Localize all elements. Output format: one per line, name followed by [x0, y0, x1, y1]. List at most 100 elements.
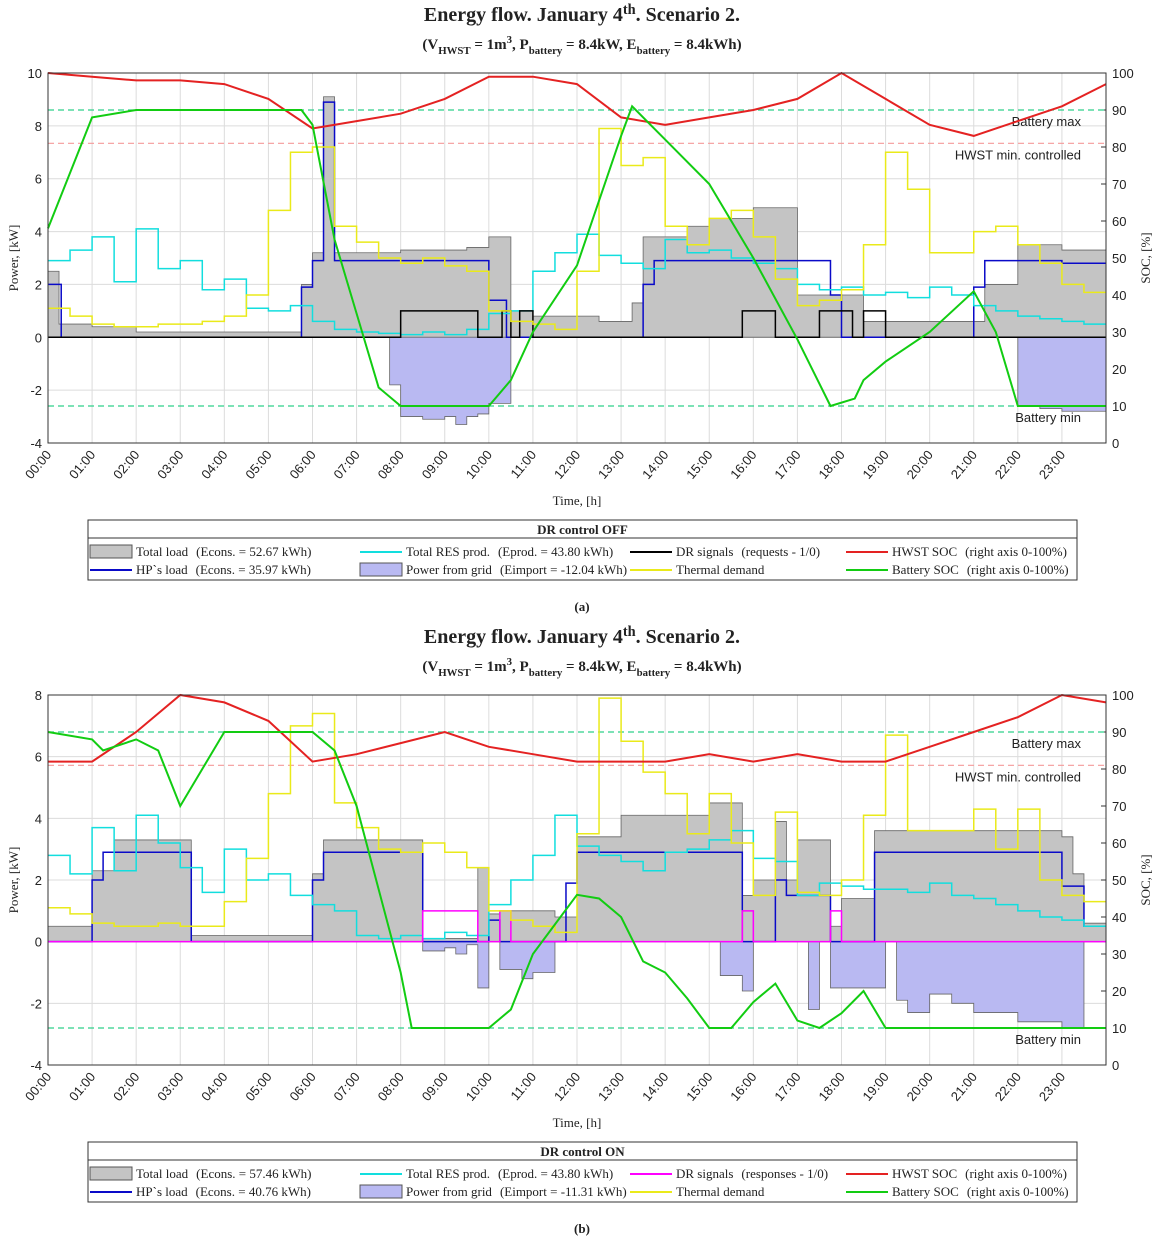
title-part: = 8.4kWh) — [670, 37, 741, 53]
legend-name: Thermal demand — [676, 1184, 765, 1199]
y2-axis-label: SOC, [%] — [1138, 232, 1153, 283]
y-tick-label: 2 — [35, 873, 42, 888]
y-axis-label: Power, [kW] — [6, 847, 21, 914]
x-tick-label: 05:00 — [242, 447, 274, 482]
y2-tick-label: 100 — [1112, 688, 1134, 703]
legend-entry: HWST SOC (right axis 0-100%) — [892, 544, 1067, 559]
x-tick-label: 11:00 — [507, 447, 539, 481]
x-tick-label: 20:00 — [904, 447, 936, 482]
x-tick-label: 11:00 — [507, 1069, 539, 1103]
y-tick-label: 4 — [35, 225, 42, 240]
legend-name: HP`s load — [136, 1184, 188, 1199]
legend-title: DR control ON — [540, 1144, 625, 1159]
series-line — [48, 693, 1107, 763]
title-part: th — [623, 2, 636, 18]
title-part: th — [623, 624, 636, 640]
x-tick-label: 03:00 — [154, 1069, 186, 1104]
x-tick-label: 14:00 — [639, 1069, 671, 1104]
x-tick-label: 08:00 — [375, 1069, 407, 1104]
series-line — [47, 104, 1106, 408]
legend-entry: Battery SOC (right axis 0-100%) — [892, 562, 1069, 577]
y2-tick-label: 70 — [1112, 799, 1126, 814]
legend-entry: HP`s load (Econs. = 35.97 kWh) — [136, 562, 311, 577]
legend-name: HWST SOC — [892, 1166, 957, 1181]
y2-tick-label: 10 — [1112, 399, 1126, 414]
x-tick-label: 12:00 — [551, 1069, 583, 1104]
x-tick-label: 18:00 — [815, 1069, 847, 1104]
y2-tick-label: 50 — [1112, 873, 1126, 888]
series-step — [48, 127, 1106, 331]
y2-tick-label: 60 — [1112, 836, 1126, 851]
x-tick-label: 17:00 — [771, 1069, 803, 1104]
y-tick-label: 6 — [35, 750, 42, 765]
title: Energy flow. January 4th. Scenario 2. — [424, 624, 740, 648]
legend-name: Battery SOC — [892, 562, 959, 577]
legend-name: HP`s load — [136, 562, 188, 577]
title-part: = 1m — [471, 659, 508, 675]
panel-label: (b) — [574, 1221, 590, 1236]
reference-label: Battery max — [1012, 736, 1082, 751]
legend-name: Power from grid — [406, 1184, 492, 1199]
legend-note: (Eimport = -11.31 kWh) — [500, 1184, 627, 1199]
legend-entry: Power from grid (Eimport = -12.04 kWh) — [406, 562, 627, 577]
x-tick-label: 21:00 — [948, 1069, 980, 1104]
x-tick-label: 20:00 — [904, 1069, 936, 1104]
legend-name: HWST SOC — [892, 544, 957, 559]
y2-tick-label: 30 — [1112, 325, 1126, 340]
title: Energy flow. January 4th. Scenario 2. — [424, 2, 740, 26]
y-tick-label: 4 — [35, 811, 42, 826]
x-tick-label: 01:00 — [66, 1069, 98, 1104]
legend-entry: HP`s load (Econs. = 40.76 kWh) — [136, 1184, 311, 1199]
title-part: Energy flow. January 4 — [424, 626, 623, 648]
title-part: = 8.4kWh) — [670, 659, 741, 675]
y2-tick-label: 20 — [1112, 984, 1126, 999]
title-part: battery — [529, 45, 563, 57]
y2-tick-label: 0 — [1112, 1058, 1119, 1073]
legend-note: (right axis 0-100%) — [965, 1166, 1067, 1181]
y2-tick-label: 90 — [1112, 725, 1126, 740]
y2-tick-label: 100 — [1112, 66, 1134, 81]
y2-tick-label: 90 — [1112, 103, 1126, 118]
series-line — [47, 71, 1107, 137]
y-tick-label: -2 — [30, 383, 42, 398]
legend-note: (Econs. = 57.46 kWh) — [196, 1166, 311, 1181]
title-part: 3 — [507, 656, 513, 668]
x-tick-label: 00:00 — [22, 1069, 54, 1104]
y-tick-label: 8 — [35, 119, 42, 134]
x-tick-label: 19:00 — [859, 1069, 891, 1104]
legend-entry: DR signals (requests - 1/0) — [676, 544, 820, 559]
x-tick-label: 15:00 — [683, 1069, 715, 1104]
title: (VHWST = 1m3, Pbattery = 8.4kW, Ebattery… — [422, 34, 741, 57]
reference-label: Battery min — [1015, 1032, 1081, 1047]
legend-name: Total RES prod. — [406, 1166, 490, 1181]
legend-swatch — [359, 1184, 403, 1199]
series-area — [48, 336, 1107, 425]
reference-label: HWST min. controlled — [955, 147, 1081, 162]
reference-label: Battery max — [1012, 114, 1082, 129]
x-tick-label: 03:00 — [154, 447, 186, 482]
x-tick-label: 04:00 — [198, 447, 230, 482]
x-tick-label: 17:00 — [771, 447, 803, 482]
x-tick-label: 21:00 — [948, 447, 980, 482]
y2-tick-label: 80 — [1112, 762, 1126, 777]
y2-tick-label: 80 — [1112, 140, 1126, 155]
x-tick-label: 00:00 — [22, 447, 54, 482]
y-tick-label: 10 — [28, 66, 42, 81]
reference-label: HWST min. controlled — [955, 769, 1081, 784]
series-step — [48, 910, 1106, 943]
legend-note: (Econs. = 52.67 kWh) — [196, 544, 311, 559]
y-tick-label: 8 — [35, 688, 42, 703]
y-tick-label: -4 — [30, 436, 42, 451]
x-tick-label: 09:00 — [419, 447, 451, 482]
y2-tick-label: 20 — [1112, 362, 1126, 377]
title-part: Energy flow. January 4 — [424, 4, 623, 26]
x-tick-label: 22:00 — [992, 447, 1024, 482]
title-part: . Scenario 2. — [636, 626, 740, 648]
legend-note: (right axis 0-100%) — [967, 562, 1069, 577]
legend-name: Total load — [136, 544, 189, 559]
legend-box — [87, 519, 1078, 581]
title-part: , P — [512, 37, 529, 53]
legend-entry: Power from grid (Eimport = -11.31 kWh) — [406, 1184, 627, 1199]
x-tick-label: 07:00 — [330, 1069, 362, 1104]
x-tick-label: 04:00 — [198, 1069, 230, 1104]
